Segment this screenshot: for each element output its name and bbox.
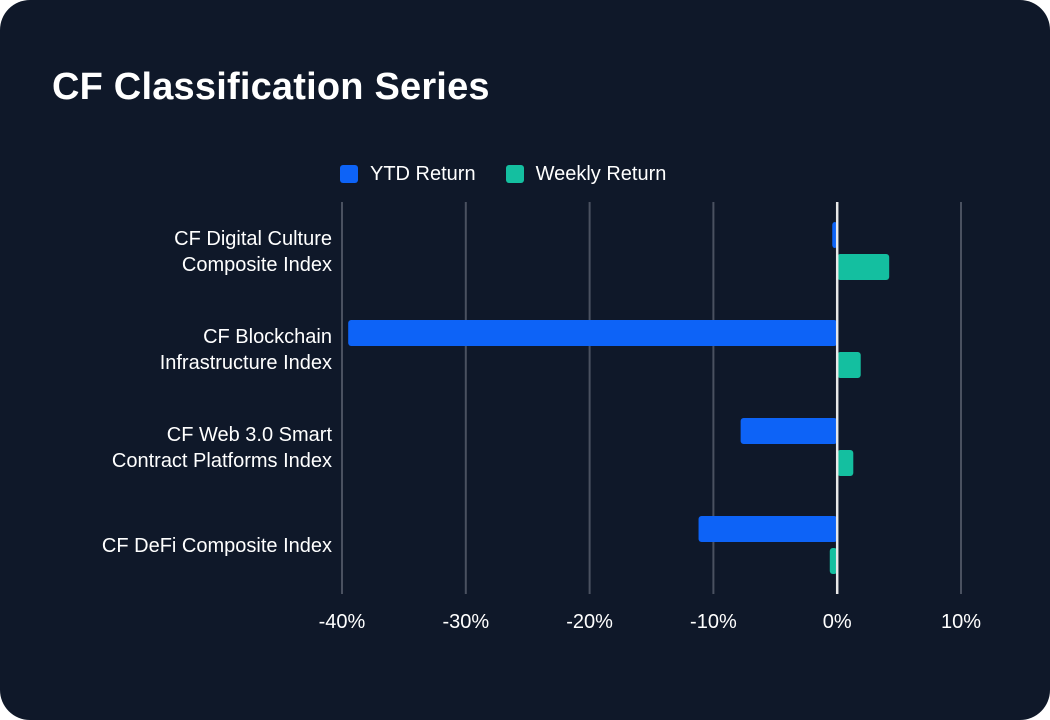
category-label: CF DeFi Composite Index (102, 535, 332, 557)
x-tick-label: -20% (566, 611, 613, 633)
bar-weekly-return (829, 548, 838, 574)
bar-weekly-return (837, 352, 861, 378)
category-label: CF Web 3.0 Smart Contract Platforms Index (112, 424, 333, 472)
legend-label-weekly: Weekly Return (535, 162, 667, 185)
bar-ytd-return (348, 320, 838, 346)
category-label-line: CF Blockchain (203, 326, 332, 348)
legend-swatch-weekly (505, 165, 524, 183)
category-label-line: CF Digital Culture (174, 228, 332, 250)
category-label-line: Composite Index (182, 254, 332, 276)
x-tick-label: 10% (941, 611, 981, 633)
bar-weekly-return (837, 450, 854, 476)
x-tick-label: -10% (690, 611, 737, 633)
bar-weekly-return (837, 254, 890, 280)
x-tick-label: -30% (442, 611, 489, 633)
legend-swatch-ytd (340, 165, 358, 183)
legend-item-ytd[interactable]: YTD Return (340, 163, 476, 186)
x-tick-label: 0% (823, 611, 852, 633)
legend: YTD Return Weekly Return (340, 160, 696, 188)
category-label: CF Blockchain Infrastructure Index (160, 326, 332, 374)
category-label-line: CF DeFi Composite Index (102, 535, 332, 557)
bar-ytd-return (740, 418, 838, 444)
legend-label-ytd: YTD Return (370, 162, 476, 185)
x-tick-label: -40% (319, 611, 366, 633)
category-label: CF Digital Culture Composite Index (174, 228, 332, 276)
bar-ytd-return (698, 516, 838, 542)
legend-item-weekly[interactable]: Weekly Return (505, 162, 667, 186)
category-label-line: Contract Platforms Index (112, 450, 332, 472)
chart-title: CF Classification Series (52, 66, 490, 108)
category-label-line: CF Web 3.0 Smart (167, 424, 333, 446)
category-label-line: Infrastructure Index (160, 352, 332, 374)
